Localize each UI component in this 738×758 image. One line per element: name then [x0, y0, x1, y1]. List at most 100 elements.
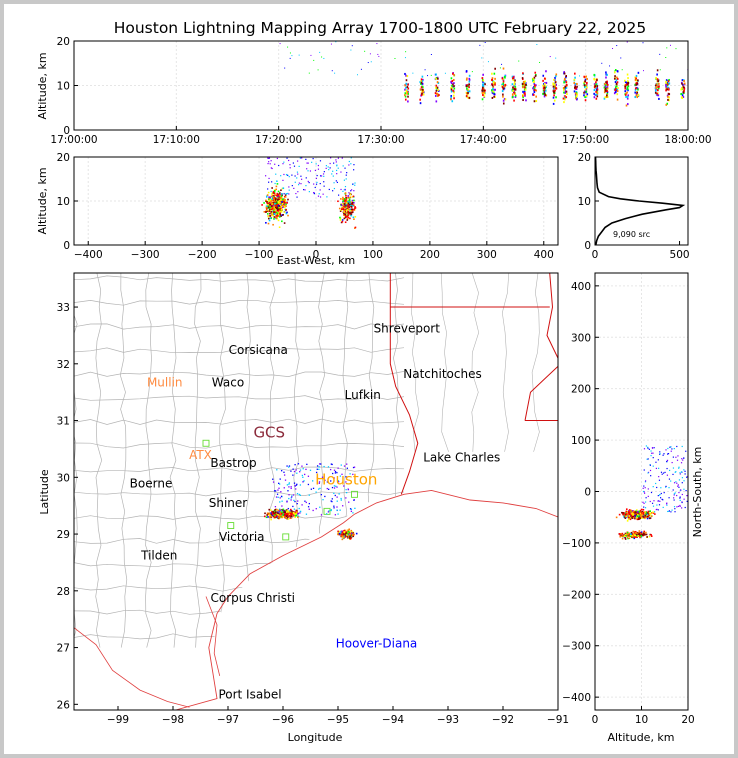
north-south-source — [656, 486, 658, 489]
altitude-time-source — [545, 81, 548, 84]
east-west-source — [308, 181, 310, 184]
north-south-source — [643, 506, 645, 508]
north-south-source — [667, 453, 669, 455]
altitude-time-source — [583, 86, 586, 89]
longitude-tick-label: −96 — [272, 714, 294, 726]
altitude-time-source — [482, 73, 484, 76]
east-west-source — [298, 165, 300, 168]
map-source — [319, 506, 321, 508]
map-source — [288, 482, 291, 484]
map-source — [286, 517, 289, 520]
altitude-time-source — [616, 45, 618, 47]
altitude-time-source — [595, 83, 597, 86]
altitude-time-source — [450, 82, 453, 85]
east-west-source — [305, 177, 307, 179]
altitude-time-source — [593, 83, 596, 86]
north-south-source — [647, 495, 649, 497]
altitude-time-source — [360, 68, 362, 70]
map-source — [270, 513, 272, 516]
map-source — [277, 489, 279, 491]
east-west-source — [332, 175, 334, 177]
altitude-time-source — [313, 59, 315, 61]
map-source — [318, 466, 320, 468]
map-source — [337, 530, 339, 533]
north-south-source — [655, 482, 657, 485]
east-west-source — [343, 200, 346, 202]
altitude-time-source — [482, 83, 484, 86]
place-label: Mullin — [147, 376, 183, 390]
map-source — [332, 472, 334, 475]
north-south-source — [634, 530, 636, 533]
north-south-tick-label: −400 — [562, 692, 591, 704]
north-south-source — [643, 491, 645, 493]
east-west-source — [278, 205, 281, 207]
altitude-time-source — [484, 83, 486, 86]
east-west-source — [280, 215, 282, 217]
altitude-time-source — [543, 82, 545, 85]
altitude-time-source — [406, 75, 409, 78]
altitude-time-source — [666, 102, 669, 105]
north-south-source — [676, 459, 679, 461]
map-source — [352, 473, 354, 476]
east-west-source — [316, 181, 318, 184]
altitude-time-source — [534, 85, 537, 88]
north-south-source — [632, 516, 635, 519]
altitude-time-source — [467, 88, 470, 91]
altitude-time-source — [601, 62, 603, 64]
altitude-time-source — [668, 93, 671, 96]
plan-view-axes — [73, 272, 559, 711]
map-source — [278, 511, 280, 514]
altitude-time-source — [626, 80, 629, 83]
altitude-time-source — [624, 87, 627, 90]
station-marker — [351, 490, 358, 498]
east-west-source — [347, 200, 349, 203]
altitude-time-source — [434, 92, 437, 95]
altitude-time-source — [654, 91, 657, 94]
altitude-time-source — [435, 100, 438, 103]
map-source — [308, 508, 310, 510]
map-source — [297, 500, 299, 502]
altitude-time-source — [635, 77, 637, 80]
east-west-source — [318, 193, 320, 195]
east-west-source — [274, 206, 277, 209]
east-west-source — [280, 205, 283, 208]
map-source — [278, 516, 280, 518]
altitude-time-source — [657, 80, 659, 83]
map-source — [349, 538, 352, 540]
east-west-source — [269, 198, 272, 201]
altitude-time-source — [532, 87, 534, 90]
altitude-time-source — [404, 94, 406, 97]
east-west-source — [285, 193, 288, 195]
east-west-source — [271, 201, 273, 204]
altitude-time-source — [612, 47, 614, 49]
latitude-tick-label: 31 — [57, 416, 70, 428]
north-south-source — [651, 447, 654, 449]
altitude-time-source — [511, 96, 514, 99]
east-west-source — [323, 185, 325, 187]
map-source — [279, 514, 282, 517]
altitude-time-source — [549, 56, 551, 58]
north-south-source — [662, 454, 664, 456]
altitude-time-source — [606, 90, 609, 93]
north-south-source — [621, 537, 624, 540]
east-west-source — [350, 211, 352, 214]
map-source — [355, 532, 358, 535]
east-west-tick-label: 300 — [477, 249, 497, 261]
east-west-source — [336, 173, 338, 175]
north-south-source — [650, 450, 652, 452]
altitude-time-source — [452, 94, 455, 97]
map-source — [288, 497, 290, 500]
north-south-source — [652, 512, 655, 514]
map-source — [345, 481, 347, 483]
altitude-eastwest-sources — [261, 157, 357, 229]
altitude-time-source — [450, 95, 453, 98]
east-west-source — [283, 195, 286, 198]
altitude-time-source — [595, 97, 598, 100]
altitude-eastwest-xlabel: East-West, km — [277, 254, 355, 267]
place-label: Lake Charles — [423, 450, 500, 464]
north-south-source — [618, 533, 621, 535]
east-west-source — [351, 205, 354, 207]
map-source — [307, 475, 310, 477]
